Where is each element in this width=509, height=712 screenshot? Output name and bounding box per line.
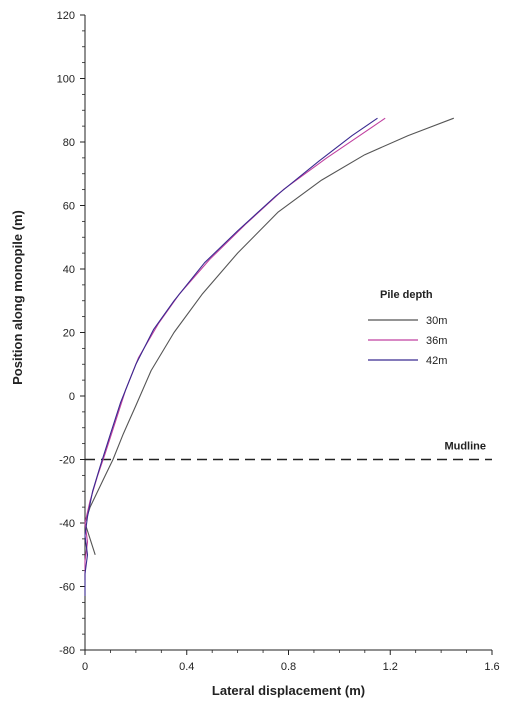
legend-label-42m: 42m: [426, 355, 447, 367]
series-layer: [84, 117, 454, 596]
legend-label-30m: 30m: [426, 315, 447, 327]
series-line-30m: [84, 117, 454, 555]
y-tick-label: 0: [69, 391, 75, 403]
y-tick-label: 20: [63, 328, 75, 340]
y-tick-label: -60: [59, 582, 75, 594]
legend-title: Pile depth: [380, 289, 433, 301]
x-tick-label: 1.6: [484, 661, 499, 673]
y-tick-label: 40: [63, 264, 75, 276]
y-tick-label: -80: [59, 645, 75, 657]
x-tick-label: 0.4: [179, 661, 194, 673]
x-tick-label: 0: [82, 661, 88, 673]
y-tick-label: -20: [59, 455, 75, 467]
y-axis-title: Position along monopile (m): [10, 210, 25, 385]
axes: -80 -60 -40 -20 0 20 40 60 80 100 120 0 0.4 0.8 1.2 1.6: [57, 10, 500, 673]
legend-label-36m: 36m: [426, 335, 447, 347]
x-axis-title: Lateral displacement (m): [212, 683, 365, 698]
legend: Pile depth 30m 36m 42m: [368, 289, 447, 367]
y-tick-label: 80: [63, 137, 75, 149]
series-line-42m: [84, 117, 378, 596]
x-tick-label: 0.8: [281, 661, 296, 673]
y-tick-label: 100: [57, 74, 75, 86]
mudline-label: Mudline: [444, 441, 486, 453]
x-tick-label: 1.2: [383, 661, 398, 673]
series-line-36m: [84, 117, 386, 581]
y-tick-label: -40: [59, 518, 75, 530]
y-tick-label: 60: [63, 201, 75, 213]
y-tick-label: 120: [57, 10, 75, 22]
mudline-group: Mudline: [85, 441, 492, 461]
